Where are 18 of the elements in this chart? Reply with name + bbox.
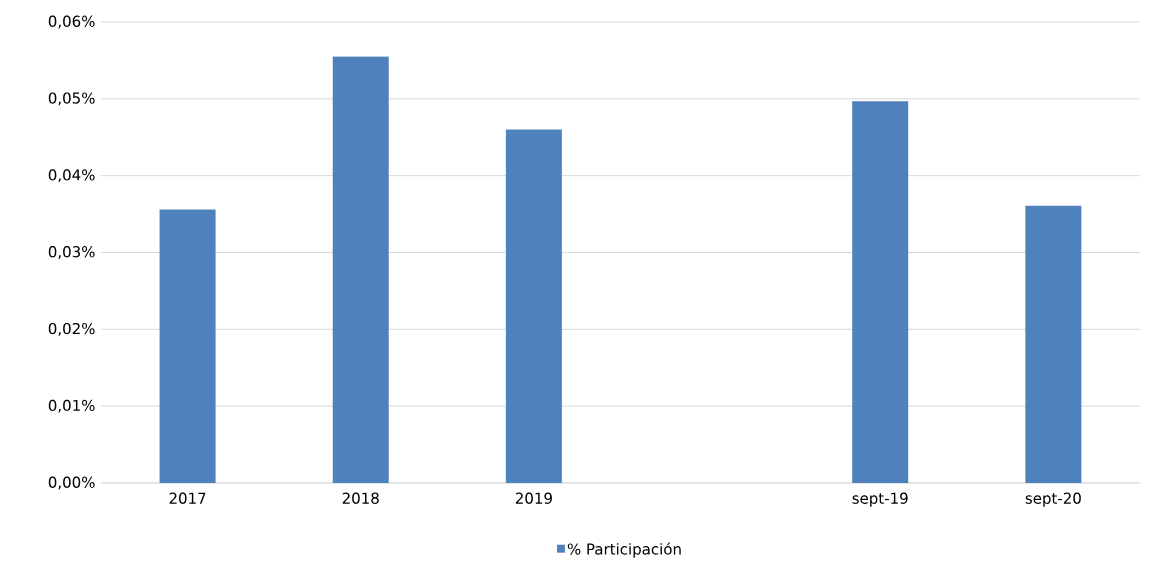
y-tick-label: 0,01% — [48, 399, 95, 413]
y-tick-label: 0,02% — [48, 322, 95, 336]
bar — [332, 56, 389, 483]
bar — [852, 101, 909, 483]
y-tick-label: 0,04% — [48, 169, 95, 183]
legend-label: % Participación — [567, 542, 681, 558]
x-tick-label: sept-19 — [852, 492, 908, 507]
bar — [505, 129, 562, 483]
x-tick-label: sept-20 — [1025, 492, 1081, 507]
y-tick-label: 0,00% — [48, 476, 95, 490]
y-tick-label: 0,06% — [48, 15, 95, 29]
x-tick-label: 2017 — [169, 492, 206, 504]
bar — [159, 209, 216, 483]
bar — [1025, 205, 1082, 483]
y-tick-label: 0,05% — [48, 92, 95, 106]
x-tick-label: 2019 — [515, 492, 552, 504]
y-tick-label: 0,03% — [48, 246, 95, 259]
x-tick-label: 2018 — [342, 492, 379, 504]
